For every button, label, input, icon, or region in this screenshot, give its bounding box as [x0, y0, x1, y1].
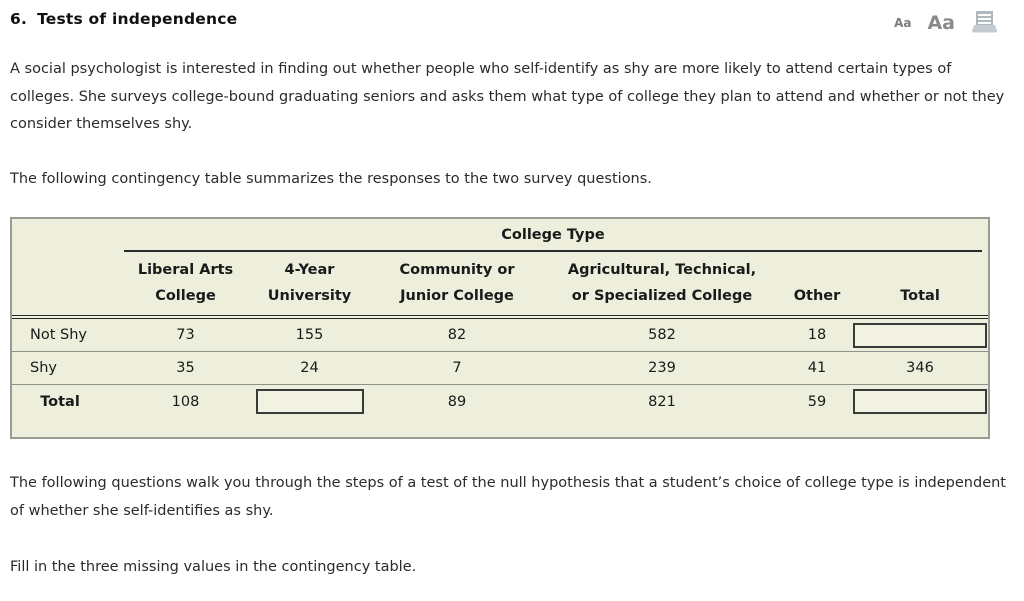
cell-total-liberal-arts: 108 — [171, 393, 200, 410]
table-bottom-padding — [12, 418, 988, 437]
column-header-other: Other — [793, 288, 841, 304]
table-intro-paragraph: The following contingency table summariz… — [10, 170, 652, 187]
group-header-college-type: College Type — [124, 227, 982, 252]
topbar-tools: Aa Aa — [894, 8, 1012, 36]
cell-total-agricultural: 821 — [648, 393, 676, 410]
cell-shy-total: 346 — [906, 360, 934, 376]
cell-total-community: 89 — [447, 393, 467, 410]
missing-value-input-total-four-year[interactable] — [255, 389, 364, 414]
column-header-liberal-arts: Liberal Arts College — [137, 262, 234, 304]
cell-not-shy-other: 18 — [807, 327, 827, 343]
cell-not-shy-community: 82 — [447, 327, 467, 343]
table-column-header-row: Liberal Arts College 4-Year University C… — [12, 252, 988, 319]
intro-paragraph: A social psychologist is interested in f… — [10, 61, 1005, 132]
question-number: 6. — [10, 10, 28, 28]
printer-icon — [972, 11, 997, 33]
page-title: 6. Tests of independence — [10, 8, 237, 28]
contingency-table: College Type Liberal Arts College 4-Year… — [10, 217, 990, 439]
cell-not-shy-four-year: 155 — [295, 327, 324, 343]
column-header-total: Total — [900, 288, 940, 304]
cell-not-shy-liberal-arts: 73 — [176, 327, 195, 343]
cell-shy-agricultural: 239 — [648, 360, 676, 376]
cell-shy-four-year: 24 — [300, 360, 319, 376]
cell-shy-liberal-arts: 35 — [176, 360, 195, 376]
table-row-total: Total 108 89 821 59 — [12, 385, 988, 418]
cell-not-shy-agricultural: 582 — [648, 327, 676, 343]
exercise-page: 6. Tests of independence Aa Aa A social p… — [10, 8, 1012, 575]
row-label-shy: Shy — [30, 360, 57, 376]
font-size-decrease-button[interactable]: Aa — [894, 16, 912, 30]
column-header-community: Community or Junior College — [399, 262, 515, 304]
column-header-agricultural: Agricultural, Technical, or Specialized … — [567, 262, 757, 304]
table-row-not-shy: Not Shy 73 155 82 582 18 — [12, 319, 988, 352]
table-row-shy: Shy 35 24 7 239 41 346 — [12, 352, 988, 385]
cell-shy-other: 41 — [807, 360, 827, 376]
missing-value-input-not-shy-total[interactable] — [853, 322, 987, 348]
missing-value-input-total-total[interactable] — [853, 389, 987, 414]
print-button[interactable] — [971, 10, 998, 36]
cell-total-other: 59 — [807, 393, 827, 410]
questions-paragraph: The following questions walk you through… — [10, 475, 1006, 519]
table-group-header-row: College Type — [12, 227, 988, 252]
cell-shy-community: 7 — [452, 360, 462, 376]
question-title: Tests of independence — [37, 10, 238, 28]
row-label-not-shy: Not Shy — [30, 327, 87, 343]
font-size-increase-button[interactable]: Aa — [927, 12, 955, 34]
row-label-total: Total — [40, 393, 80, 410]
instruction-paragraph: Fill in the three missing values in the … — [10, 559, 417, 575]
topbar: 6. Tests of independence Aa Aa — [10, 8, 1012, 36]
column-header-four-year: 4-Year University — [267, 262, 352, 304]
